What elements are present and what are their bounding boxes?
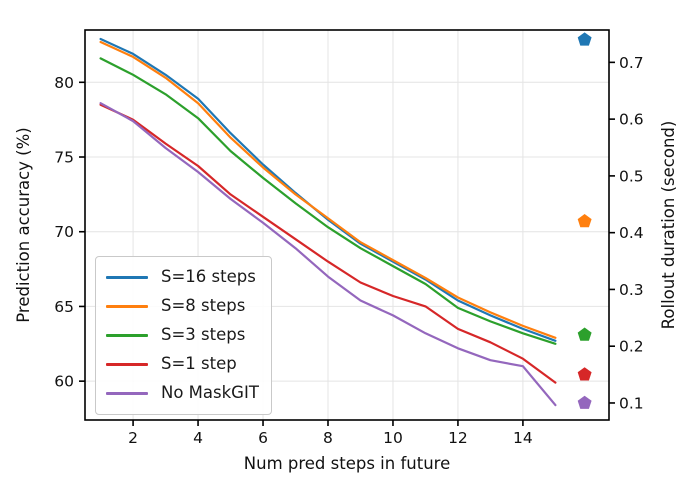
legend-label: S=16 steps: [161, 267, 256, 287]
y-axis-label-right: Rollout duration (second): [659, 121, 678, 330]
series-line-s-16-steps: [99, 37, 557, 342]
y-right-tick-label-0.1: 0.1: [619, 394, 644, 412]
legend-item-s-3-steps: S=3 steps: [106, 321, 259, 350]
legend-swatch-s-3-steps: [106, 334, 148, 337]
y-left-tick-label-60: 60: [54, 373, 74, 391]
pentagon-marker-no-maskgit: [577, 395, 592, 409]
series-line-s-1-step: [99, 103, 557, 384]
legend-swatch-s-8-steps: [106, 305, 148, 308]
y-axis-label-left: Prediction accuracy (%): [14, 127, 33, 322]
pentagon-marker-s-16-steps: [577, 32, 592, 46]
series-line-no-maskgit: [99, 102, 557, 407]
pentagon-marker-s-1-step: [577, 367, 592, 381]
series-lines: [99, 37, 557, 407]
x-tick-label-8: 8: [323, 429, 333, 447]
y-left-tick-label-65: 65: [54, 298, 74, 316]
tick-marks: [79, 61, 615, 426]
y-left-tick-label-80: 80: [54, 74, 74, 92]
legend-label: No MaskGIT: [161, 383, 259, 403]
legend-label: S=1 step: [161, 354, 237, 374]
legend-swatch-s-16-steps: [106, 276, 148, 279]
y-right-tick-label-0.3: 0.3: [619, 281, 644, 299]
x-tick-label-12: 12: [448, 429, 468, 447]
legend-label: S=8 steps: [161, 296, 246, 316]
x-tick-label-14: 14: [513, 429, 533, 447]
x-tick-label-6: 6: [258, 429, 268, 447]
legend-item-no-maskgit: No MaskGIT: [106, 379, 259, 408]
legend-item-s-1-step: S=1 step: [106, 350, 259, 379]
legend-item-s-8-steps: S=8 steps: [106, 292, 259, 321]
x-tick-label-2: 2: [128, 429, 138, 447]
series-line-s-8-steps: [99, 40, 557, 339]
tick-labels: 2 4 6 8 10 12 14 60 65 70 75 80 0.1 0.2 0.3 0.4 0.5 0.6 0.…: [54, 54, 643, 447]
y-right-tick-label-0.2: 0.2: [619, 338, 644, 356]
x-tick-label-10: 10: [383, 429, 403, 447]
y-right-tick-label-0.5: 0.5: [619, 167, 644, 185]
plot-frame: [84, 29, 610, 421]
y-right-tick-label-0.6: 0.6: [619, 111, 644, 129]
legend-label: S=3 steps: [161, 325, 246, 345]
legend-swatch-no-maskgit: [106, 392, 148, 395]
series-line-s-3-steps: [99, 57, 557, 345]
y-left-tick-label-75: 75: [54, 149, 74, 167]
legend: S=16 steps S=8 steps S=3 steps S=1 step No M…: [95, 256, 272, 415]
pentagon-marker-s-8-steps: [577, 214, 592, 228]
legend-item-s-16-steps: S=16 steps: [106, 263, 259, 292]
duration-markers: [577, 32, 592, 409]
y-left-tick-label-70: 70: [54, 223, 74, 241]
pentagon-marker-s-3-steps: [577, 327, 592, 341]
x-axis-label: Num pred steps in future: [244, 454, 450, 473]
legend-swatch-s-1-step: [106, 363, 148, 366]
y-right-tick-label-0.7: 0.7: [619, 54, 644, 72]
x-tick-label-4: 4: [193, 429, 203, 447]
y-right-tick-label-0.4: 0.4: [619, 224, 644, 242]
